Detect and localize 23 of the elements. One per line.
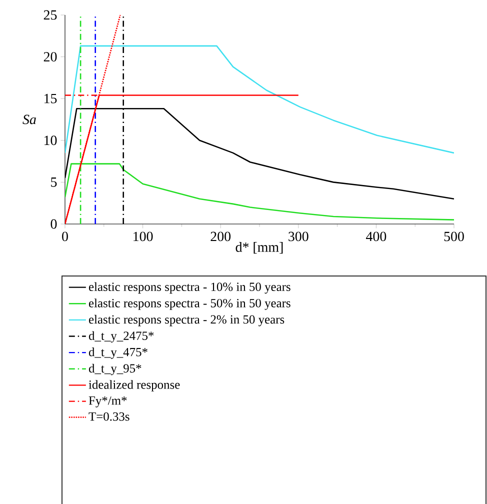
legend-label: elastic respons spectra - 2% in 50 years xyxy=(88,314,284,326)
y-tick-label: 20 xyxy=(44,52,57,62)
x-tick-label: 0 xyxy=(62,232,68,242)
y-tick-label: 25 xyxy=(44,10,57,20)
legend-label: Fy*/m* xyxy=(88,396,127,408)
x-tick-label: 500 xyxy=(444,232,464,242)
y-tick-label: 5 xyxy=(51,178,57,187)
legend-label: idealized response xyxy=(88,380,180,392)
y-tick-label: 10 xyxy=(44,136,57,146)
y-tick-label: 0 xyxy=(50,219,57,229)
legend-label: d_t_y_475* xyxy=(88,348,148,359)
y-axis-title: Sa xyxy=(22,114,36,124)
y-tick-label: 15 xyxy=(44,94,57,104)
x-tick-label: 400 xyxy=(366,232,386,242)
x-tick-label: 100 xyxy=(134,232,153,242)
legend-label: d_t_y_95* xyxy=(88,364,142,376)
x-axis-title: d* [mm] xyxy=(236,242,283,254)
x-tick-label: 200 xyxy=(210,232,231,242)
legend-label: elastic respons spectra - 10% in 50 years xyxy=(88,282,290,294)
legend-label: elastic respons spectra - 50% in 50 years xyxy=(88,298,290,310)
legend-label: d_t_y_2475* xyxy=(88,331,154,343)
legend-label: T=0.33s xyxy=(88,412,130,421)
x-tick-label: 300 xyxy=(288,232,308,242)
